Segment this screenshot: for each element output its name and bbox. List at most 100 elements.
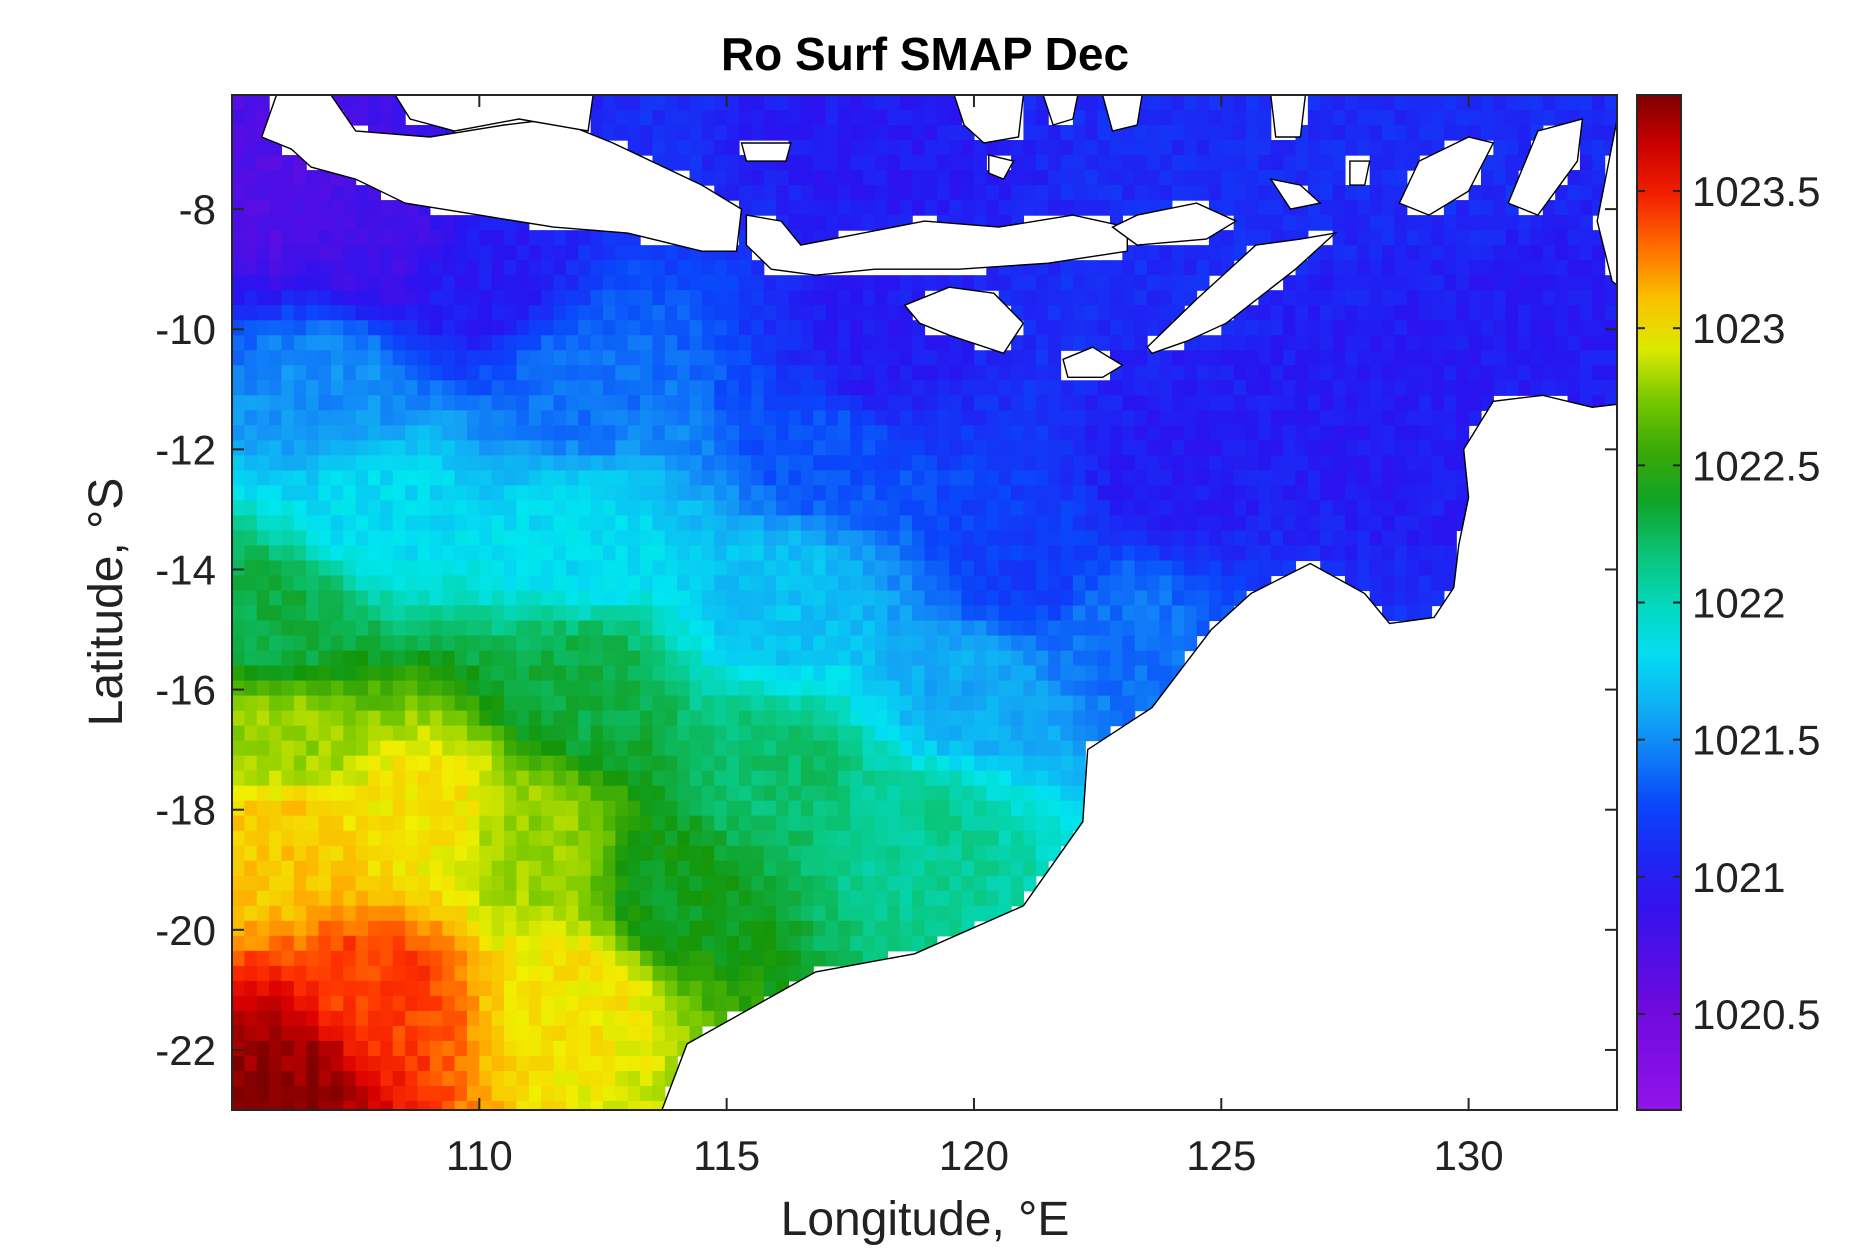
heatmap-cell	[788, 305, 802, 321]
heatmap-cell	[615, 500, 629, 517]
heatmap-cell	[442, 605, 456, 622]
heatmap-cell	[1419, 455, 1433, 471]
heatmap-cell	[442, 905, 456, 922]
heatmap-cell	[788, 290, 802, 306]
heatmap-cell	[739, 470, 752, 486]
heatmap-cell	[701, 440, 715, 456]
heatmap-cell	[417, 740, 431, 757]
heatmap-cell	[627, 455, 641, 471]
heatmap-cell	[479, 725, 493, 742]
heatmap-cell	[726, 350, 740, 366]
heatmap-cell	[1431, 290, 1445, 306]
heatmap-cell	[1443, 260, 1457, 276]
heatmap-cell	[368, 1085, 381, 1102]
heatmap-cell	[627, 755, 641, 772]
heatmap-cell	[652, 575, 666, 592]
heatmap-cell	[973, 425, 987, 441]
heatmap-cell	[986, 410, 1000, 426]
heatmap-cell	[1060, 710, 1074, 727]
heatmap-cell	[1072, 680, 1086, 697]
heatmap-cell	[961, 680, 975, 697]
heatmap-cell	[726, 830, 740, 847]
heatmap-cell	[454, 500, 468, 517]
heatmap-cell	[1258, 320, 1272, 336]
heatmap-cell	[355, 530, 369, 547]
heatmap-cell	[232, 1010, 245, 1027]
heatmap-cell	[1344, 410, 1358, 426]
heatmap-cell	[998, 455, 1012, 471]
heatmap-cell	[380, 215, 394, 231]
heatmap-cell	[640, 665, 654, 682]
heatmap-cell	[837, 575, 851, 592]
heatmap-cell	[751, 965, 765, 982]
heatmap-cell	[602, 575, 616, 592]
heatmap-cell	[1419, 395, 1433, 411]
heatmap-cell	[899, 140, 913, 156]
heatmap-cell	[1332, 305, 1346, 321]
heatmap-cell	[380, 500, 394, 517]
heatmap-cell	[380, 245, 394, 261]
heatmap-cell	[318, 455, 332, 471]
heatmap-cell	[986, 455, 1000, 471]
heatmap-cell	[1147, 680, 1161, 697]
heatmap-cell	[516, 575, 530, 592]
heatmap-cell	[1295, 470, 1309, 486]
heatmap-cell	[615, 965, 629, 982]
heatmap-cell	[875, 590, 889, 607]
heatmap-cell	[417, 755, 431, 772]
heatmap-cell	[998, 515, 1012, 532]
heatmap-cell	[949, 545, 963, 562]
heatmap-cell	[899, 200, 913, 216]
heatmap-cell	[949, 665, 963, 682]
heatmap-cell	[615, 470, 629, 486]
heatmap-cell	[293, 830, 307, 847]
heatmap-cell	[244, 125, 258, 141]
heatmap-cell	[368, 1040, 381, 1057]
heatmap-cell	[269, 560, 283, 577]
heatmap-cell	[825, 410, 839, 426]
heatmap-cell	[541, 1100, 555, 1110]
heatmap-cell	[899, 350, 913, 366]
heatmap-cell	[256, 725, 270, 742]
heatmap-cell	[479, 995, 493, 1012]
heatmap-cell	[553, 1070, 567, 1087]
heatmap-cell	[837, 290, 851, 306]
heatmap-cell	[491, 425, 505, 441]
heatmap-cell	[1369, 590, 1383, 607]
heatmap-cell	[528, 1100, 542, 1110]
heatmap-cell	[701, 815, 715, 832]
heatmap-cell	[912, 350, 926, 366]
heatmap-cell	[1369, 305, 1383, 321]
heatmap-cell	[429, 740, 443, 757]
heatmap-cell	[516, 395, 530, 411]
heatmap-cell	[343, 845, 357, 862]
heatmap-cell	[442, 305, 456, 321]
heatmap-cell	[813, 560, 827, 577]
heatmap-cell	[417, 515, 431, 532]
heatmap-cell	[714, 890, 728, 907]
heatmap-cell	[330, 305, 344, 321]
heatmap-cell	[392, 335, 406, 351]
heatmap-cell	[244, 350, 258, 366]
heatmap-cell	[1208, 155, 1222, 171]
heatmap-cell	[677, 950, 691, 967]
heatmap-cell	[615, 425, 629, 441]
heatmap-cell	[392, 515, 406, 532]
heatmap-cell	[565, 665, 579, 682]
heatmap-cell	[578, 995, 592, 1012]
heatmap-cell	[1357, 200, 1371, 216]
heatmap-cell	[392, 695, 406, 712]
heatmap-cell	[1369, 170, 1383, 186]
heatmap-cell	[417, 320, 431, 336]
heatmap-cell	[664, 530, 678, 547]
heatmap-cell	[850, 950, 864, 967]
heatmap-cell	[602, 1055, 616, 1072]
heatmap-cell	[825, 215, 839, 231]
heatmap-cell	[701, 1010, 715, 1027]
heatmap-cell	[850, 290, 864, 306]
heatmap-cell	[1134, 590, 1148, 607]
heatmap-cell	[602, 350, 616, 366]
heatmap-cell	[541, 245, 555, 261]
heatmap-cell	[1023, 155, 1037, 171]
heatmap-cell	[1419, 215, 1433, 231]
